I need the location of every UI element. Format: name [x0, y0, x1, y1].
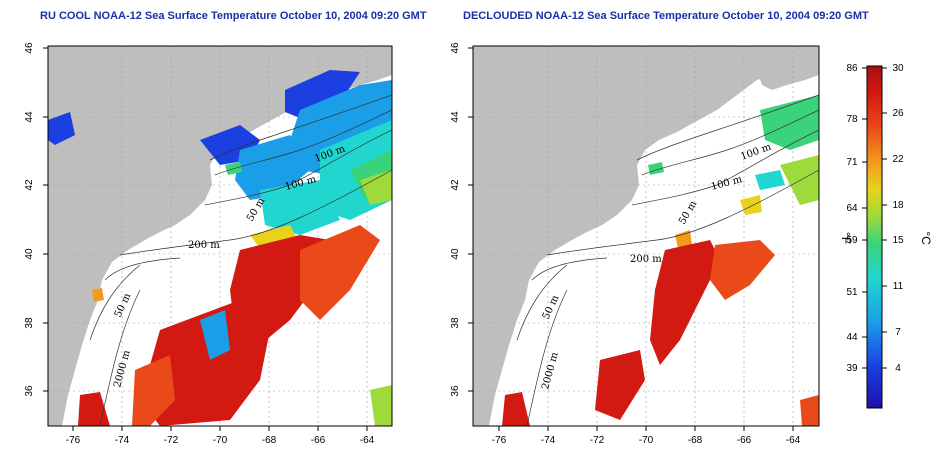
lat-tick-label: 40	[450, 248, 461, 260]
colorbar-scale	[866, 65, 883, 409]
celsius-tick: 22	[892, 154, 904, 165]
lat-tick-label: 36	[450, 385, 461, 397]
lat-tick-label: 36	[24, 385, 35, 397]
right-map-contours	[516, 94, 819, 426]
fahrenheit-tick: 64	[846, 203, 858, 214]
right-map-lon-labels: -76 -74 -72 -70 -68 -66 -64	[492, 435, 801, 446]
left-map-ticks	[43, 47, 368, 431]
lon-tick-label: -74	[541, 435, 556, 446]
celsius-tick: 7	[895, 327, 901, 338]
celsius-tick: 26	[892, 108, 904, 119]
right-map-grid	[473, 46, 819, 426]
celsius-tick: 30	[892, 63, 904, 74]
colorbar: 86 78 71 64 59 51 44 39 30 26 22 18 15 1…	[839, 63, 933, 409]
celsius-tick: 18	[892, 200, 904, 211]
lat-tick-label: 42	[450, 179, 461, 191]
left-map-contours	[89, 94, 392, 426]
lat-tick-label: 44	[450, 111, 461, 123]
colorbar-c-labels: 30 26 22 18 15 11 7 4	[892, 63, 904, 374]
lon-tick-label: -72	[590, 435, 605, 446]
lat-tick-label: 46	[24, 42, 35, 54]
left-map-lon-labels: -76 -74 -72 -70 -68 -66 -64	[66, 435, 375, 446]
celsius-tick: 15	[892, 235, 904, 246]
right-map-land	[473, 46, 819, 426]
left-map-title: RU COOL NOAA-12 Sea Surface Temperature …	[40, 10, 427, 22]
lon-tick-label: -68	[688, 435, 703, 446]
fahrenheit-tick: 59	[846, 235, 858, 246]
lat-tick-label: 42	[24, 179, 35, 191]
right-map-land-nova-scotia	[757, 55, 819, 90]
celsius-unit-label: °C	[919, 231, 933, 245]
lat-tick-label: 38	[24, 317, 35, 329]
lat-tick-label: 46	[450, 42, 461, 54]
celsius-tick: 4	[895, 363, 901, 374]
lon-tick-label: -66	[311, 435, 326, 446]
lon-tick-label: -66	[737, 435, 752, 446]
fahrenheit-unit-label: °F	[839, 232, 853, 244]
fahrenheit-tick: 39	[846, 363, 858, 374]
fahrenheit-tick: 78	[846, 114, 858, 125]
contour-label: 200 m	[630, 254, 662, 265]
right-map-sst-field	[502, 95, 819, 426]
fahrenheit-tick: 86	[846, 63, 858, 74]
right-map-title: DECLOUDED NOAA-12 Sea Surface Temperatur…	[463, 10, 869, 22]
lat-tick-label: 40	[24, 248, 35, 260]
lat-tick-label: 38	[450, 317, 461, 329]
left-map-sst-field	[48, 70, 392, 426]
lon-tick-label: -64	[360, 435, 375, 446]
lon-tick-label: -72	[164, 435, 179, 446]
lon-tick-label: -68	[262, 435, 277, 446]
celsius-tick: 11	[893, 281, 904, 292]
right-map: 100 m 100 m 50 m 200 m 50 m 2000 m -76 -…	[450, 42, 820, 446]
lon-tick-label: -70	[213, 435, 228, 446]
fahrenheit-tick: 44	[846, 332, 858, 343]
lat-tick-label: 44	[24, 111, 35, 123]
left-map: 100 m 100 m 50 m 200 m 50 m 2000 m -76 -…	[24, 42, 393, 446]
fahrenheit-tick: 51	[846, 287, 858, 298]
right-map-ticks	[468, 47, 794, 431]
fahrenheit-tick: 71	[846, 157, 858, 168]
lon-tick-label: -64	[786, 435, 801, 446]
left-map-land	[48, 46, 392, 426]
contour-label: 200 m	[188, 240, 220, 251]
lon-tick-label: -70	[639, 435, 654, 446]
colorbar-ticks	[862, 67, 887, 369]
right-map-lat-labels: 46 44 42 40 38 36	[450, 42, 461, 397]
lon-tick-label: -74	[115, 435, 130, 446]
lon-tick-label: -76	[66, 435, 81, 446]
left-map-lat-labels: 46 44 42 40 38 36	[24, 42, 35, 397]
colorbar-f-labels: 86 78 71 64 59 51 44 39	[846, 63, 858, 374]
lon-tick-label: -76	[492, 435, 507, 446]
